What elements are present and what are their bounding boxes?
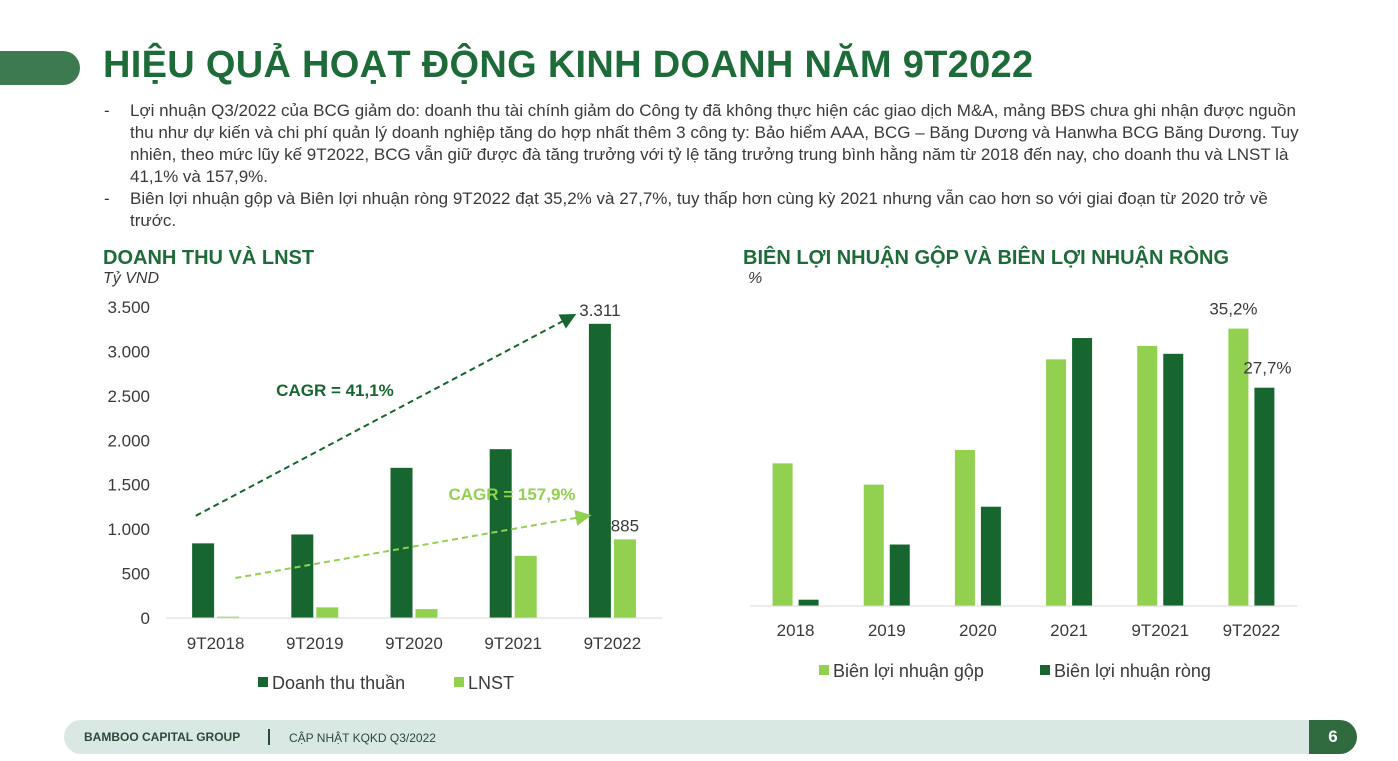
chart2-title: BIÊN LỢI NHUẬN GỘP VÀ BIÊN LỢI NHUẬN RÒN… [743,247,1229,269]
bar-profit [514,555,537,618]
x-tick-label: 9T2022 [1223,621,1281,640]
bar-revenue [489,449,512,618]
footer-separator [268,729,270,745]
bullet-marker: - [104,189,110,208]
bar-profit [217,616,240,618]
bullet-text: Lợi nhuận Q3/2022 của BCG giảm do: doanh… [130,101,1299,186]
bar-revenue [192,543,215,618]
bar-profit [613,539,636,618]
bar-net-margin [889,544,910,606]
bar-net-margin [980,506,1001,606]
y-tick-label: 500 [122,565,150,584]
bar-gross-margin [1137,345,1158,606]
x-tick-label: 2021 [1050,621,1088,640]
bar-net-margin [798,599,819,606]
chart2-unit: % [748,270,763,287]
data-label: 35,2% [1209,300,1257,319]
legend-label: Biên lợi nhuận ròng [1054,661,1211,681]
bar-gross-margin [954,449,975,606]
x-tick-label: 2018 [777,621,815,640]
bar-profit [316,607,339,618]
cagr-arrow [195,314,577,517]
y-tick-label: 3.500 [107,298,150,317]
y-tick-label: 1.000 [107,520,150,539]
bullet-text: Biên lợi nhuận gộp và Biên lợi nhuận ròn… [130,189,1268,230]
y-tick-label: 1.500 [107,476,150,495]
bar-gross-margin [1046,359,1067,606]
data-label: 3.311 [579,301,620,320]
y-tick-label: 2.500 [107,387,150,406]
bar-profit [415,609,438,618]
legend-swatch [819,665,829,675]
data-label: 885 [611,516,639,535]
bullet-list: - Lợi nhuận Q3/2022 của BCG giảm do: doa… [104,100,1309,232]
legend-swatch [258,677,268,687]
footer-subtitle: CẬP NHẬT KQKD Q3/2022 [289,731,436,745]
bar-net-margin [1072,338,1093,606]
y-tick-label: 3.000 [107,342,150,361]
x-tick-label: 9T2019 [286,634,344,653]
legend-swatch [454,677,464,687]
bar-revenue [588,323,611,618]
bullet-marker: - [104,101,110,120]
legend-label: Biên lợi nhuận gộp [833,661,984,681]
bar-revenue [291,534,314,618]
page-title: HIỆU QUẢ HOẠT ĐỘNG KINH DOANH NĂM 9T2022 [103,44,1034,86]
x-tick-label: 9T2021 [484,634,542,653]
cagr-label: CAGR = 41,1% [276,381,394,400]
data-label: 27,7% [1243,359,1291,378]
bar-gross-margin [863,484,884,606]
bar-gross-margin [1228,328,1249,606]
x-tick-label: 9T2022 [584,634,642,653]
legend-label: LNST [468,673,514,693]
bar-gross-margin [772,463,793,606]
cagr-label: CAGR = 157,9% [448,485,575,504]
page-number: 6 [1309,720,1357,754]
bar-net-margin [1163,353,1184,606]
title-accent-tab [0,51,80,85]
bullet-item: - Lợi nhuận Q3/2022 của BCG giảm do: doa… [104,100,1309,188]
y-tick-label: 0 [141,609,150,628]
footer-bar [64,720,1314,754]
bullet-item: - Biên lợi nhuận gộp và Biên lợi nhuận r… [104,188,1309,232]
bar-net-margin [1254,387,1275,606]
footer-company: BAMBOO CAPITAL GROUP [84,730,241,744]
x-tick-label: 9T2020 [385,634,443,653]
bar-revenue [390,467,413,618]
legend-swatch [1040,665,1050,675]
chart1-unit: Tỷ VND [103,270,159,287]
x-tick-label: 2020 [959,621,997,640]
chart1-title: DOANH THU VÀ LNST [103,247,315,269]
x-tick-label: 9T2021 [1131,621,1189,640]
legend-label: Doanh thu thuần [272,673,405,693]
x-tick-label: 9T2018 [187,634,245,653]
x-tick-label: 2019 [868,621,906,640]
y-tick-label: 2.000 [107,431,150,450]
